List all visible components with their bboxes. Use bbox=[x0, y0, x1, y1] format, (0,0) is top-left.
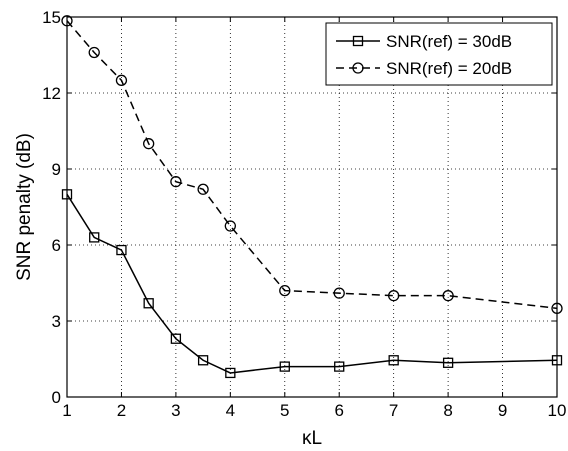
y-tick-label: 12 bbox=[42, 84, 61, 103]
circle-marker bbox=[279, 284, 291, 297]
y-tick-label: 3 bbox=[52, 312, 61, 331]
circle-marker bbox=[333, 287, 345, 299]
square-marker bbox=[442, 357, 454, 368]
square-marker bbox=[388, 355, 399, 366]
series-line bbox=[66, 20, 558, 310]
y-tick-label: 6 bbox=[52, 236, 61, 255]
x-tick-label: 3 bbox=[171, 401, 180, 420]
square-marker bbox=[279, 361, 290, 372]
x-tick-label: 10 bbox=[548, 401, 567, 420]
circle-marker bbox=[115, 74, 128, 86]
y-axis-label: SNR penalty (dB) bbox=[14, 133, 35, 281]
square-marker bbox=[116, 244, 127, 256]
plot-area bbox=[66, 16, 558, 398]
x-tick-label: 6 bbox=[334, 401, 343, 420]
square-marker bbox=[143, 298, 154, 309]
x-tick-label: 2 bbox=[117, 401, 126, 420]
legend: SNR(ref) = 30dB SNR(ref) = 20dB bbox=[325, 22, 553, 86]
square-marker bbox=[225, 367, 236, 379]
square-marker bbox=[170, 333, 182, 344]
series-line bbox=[66, 193, 558, 374]
x-tick-label: 8 bbox=[443, 401, 452, 420]
square-marker bbox=[334, 361, 345, 372]
y-tick-label: 9 bbox=[52, 160, 61, 179]
circle-marker bbox=[388, 290, 400, 302]
circle-marker bbox=[442, 290, 454, 302]
circle-marker bbox=[170, 176, 182, 188]
series-1 bbox=[61, 189, 563, 379]
x-tick-label: 1 bbox=[62, 401, 71, 420]
x-tick-label: 9 bbox=[498, 401, 507, 420]
legend-circle-marker bbox=[352, 62, 364, 74]
y-tick-label: 0 bbox=[52, 388, 61, 407]
legend-box bbox=[325, 22, 553, 86]
x-tick-label: 5 bbox=[280, 401, 289, 420]
y-tick-label: 15 bbox=[42, 8, 61, 27]
circle-marker bbox=[197, 183, 209, 195]
x-axis-label: κL bbox=[302, 428, 322, 449]
legend-entry-label: SNR(ref) = 30dB bbox=[386, 32, 512, 51]
grid bbox=[67, 17, 557, 397]
square-marker bbox=[89, 232, 100, 243]
circle-marker bbox=[143, 138, 155, 150]
legend-entry-label: SNR(ref) = 20dB bbox=[386, 59, 512, 78]
legend-square-marker bbox=[352, 35, 364, 47]
circle-marker bbox=[224, 220, 236, 232]
circle-marker bbox=[88, 46, 100, 59]
x-tick-label: 7 bbox=[389, 401, 398, 420]
x-tick-label: 4 bbox=[226, 401, 235, 420]
square-marker bbox=[197, 355, 209, 366]
